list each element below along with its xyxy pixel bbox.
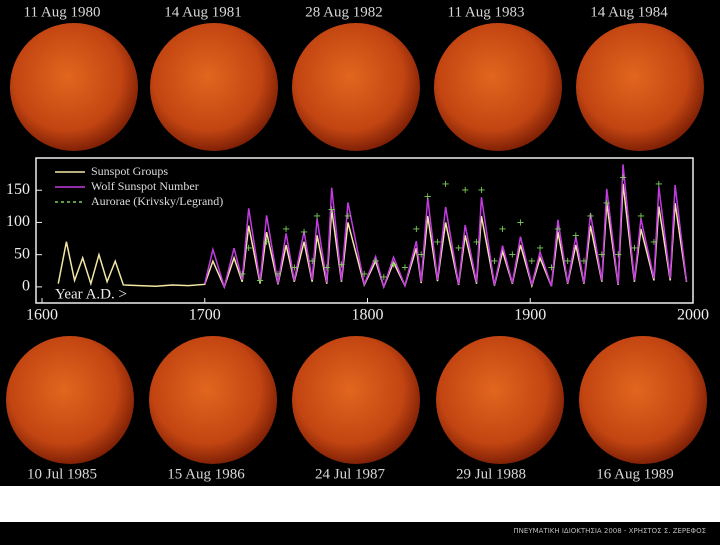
- aurora-point: +: [603, 198, 611, 209]
- x-tick-label: 1600: [26, 307, 58, 324]
- date-label: 16 Aug 1989: [596, 466, 674, 482]
- aurora-point: +: [554, 224, 562, 235]
- aurora-point: +: [614, 250, 622, 261]
- aurora-point: +: [547, 263, 555, 274]
- aurora-point: +: [274, 269, 282, 280]
- aurora-point: +: [337, 259, 345, 270]
- aurora-point: +: [477, 185, 485, 196]
- aurora-point: +: [572, 230, 580, 241]
- footer: ΠΝΕΥΜΑΤΙΚΗ ΙΔΙΟΚΤΗΣΙΑ 2008 - ΧΡΗΣΤΟΣ Σ. …: [513, 527, 706, 535]
- y-tick-label: 150: [6, 181, 30, 198]
- aurora-point: +: [580, 256, 588, 267]
- sun-image: [6, 336, 134, 464]
- aurora-point: +: [401, 263, 409, 274]
- date-label: 11 Aug 1983: [448, 4, 525, 20]
- aurora-point: +: [433, 237, 441, 248]
- aurora-point: +: [508, 250, 516, 261]
- date-label: 15 Aug 1986: [167, 466, 245, 482]
- aurora-point: +: [441, 179, 449, 190]
- sun-image: [579, 336, 707, 464]
- aurora-point: +: [238, 269, 246, 280]
- y-tick-label: 100: [6, 213, 30, 230]
- aurora-point: +: [244, 243, 252, 254]
- aurora-point: +: [655, 179, 663, 190]
- date-label: 29 Jul 1988: [456, 466, 526, 482]
- x-tick-label: 1700: [189, 307, 221, 324]
- x-tick-label: 2000: [677, 307, 709, 324]
- aurora-point: +: [528, 256, 536, 267]
- aurora-point: +: [598, 250, 606, 261]
- aurora-point: +: [424, 192, 432, 203]
- aurora-point: +: [498, 224, 506, 235]
- aurora-point: +: [536, 243, 544, 254]
- aurora-point: +: [516, 217, 524, 228]
- x-tick-label: 1800: [352, 307, 384, 324]
- aurora-point: +: [650, 237, 658, 248]
- bottom-suns: 10 Jul 1985 15 Aug 1986 24 Jul 1987 29 J…: [6, 336, 707, 482]
- aurora-point: +: [454, 243, 462, 254]
- aurora-point: +: [308, 256, 316, 267]
- series-line: [57, 183, 688, 290]
- sun-image: [576, 23, 704, 151]
- date-label: 11 Aug 1980: [24, 4, 101, 20]
- legend-label: Sunspot Groups: [91, 164, 168, 178]
- aurora-point: +: [563, 256, 571, 267]
- y-tick-label: 50: [14, 245, 30, 262]
- aurora-point: +: [313, 211, 321, 222]
- date-label: 14 Aug 1984: [590, 4, 668, 20]
- top-suns: 11 Aug 1980 14 Aug 1981 28 Aug 1982 11 A…: [10, 4, 704, 151]
- aurora-point: +: [371, 256, 379, 267]
- date-label: 14 Aug 1981: [164, 4, 242, 20]
- aurora-point: +: [360, 269, 368, 280]
- sun-image: [292, 23, 420, 151]
- aurora-point: +: [344, 211, 352, 222]
- date-label: 10 Jul 1985: [27, 466, 97, 482]
- sun-image: [436, 336, 564, 464]
- sun-image: [149, 336, 277, 464]
- aurora-point: +: [490, 256, 498, 267]
- aurora-point: +: [256, 275, 264, 286]
- legend-label: Aurorae (Krivsky/Legrand): [91, 194, 223, 208]
- aurora-point: +: [389, 259, 397, 270]
- aurora-point: +: [461, 185, 469, 196]
- aurora-point: +: [282, 224, 290, 235]
- sun-image: [150, 23, 278, 151]
- aurora-point: +: [637, 211, 645, 222]
- aurora-point: +: [586, 211, 594, 222]
- aurora-point: +: [380, 272, 388, 283]
- sun-image: [434, 23, 562, 151]
- aurora-point: +: [323, 263, 331, 274]
- legend-label: Wolf Sunspot Number: [91, 179, 199, 193]
- aurora-point: +: [619, 172, 627, 183]
- aurora-point: +: [472, 237, 480, 248]
- x-axis-label: Year A.D. >: [55, 286, 127, 302]
- aurora-point: +: [262, 237, 270, 248]
- aurora-point: +: [327, 205, 335, 216]
- white-band: [0, 486, 720, 522]
- x-tick-label: 1900: [514, 307, 546, 324]
- date-label: 24 Jul 1987: [315, 466, 386, 482]
- date-label: 28 Aug 1982: [305, 4, 383, 20]
- aurora-point: +: [290, 263, 298, 274]
- aurora-point: +: [300, 227, 308, 238]
- sun-image: [10, 23, 138, 151]
- series-line: [204, 164, 688, 290]
- chart: 0 50 100 150 1600 1700 1800 1900 2000 Year A.D. >…: [6, 164, 709, 324]
- aurora-point: +: [417, 250, 425, 261]
- aurora-point: +: [412, 224, 420, 235]
- y-tick-label: 0: [22, 278, 30, 295]
- sun-image: [292, 336, 420, 464]
- aurora-point: +: [630, 243, 638, 254]
